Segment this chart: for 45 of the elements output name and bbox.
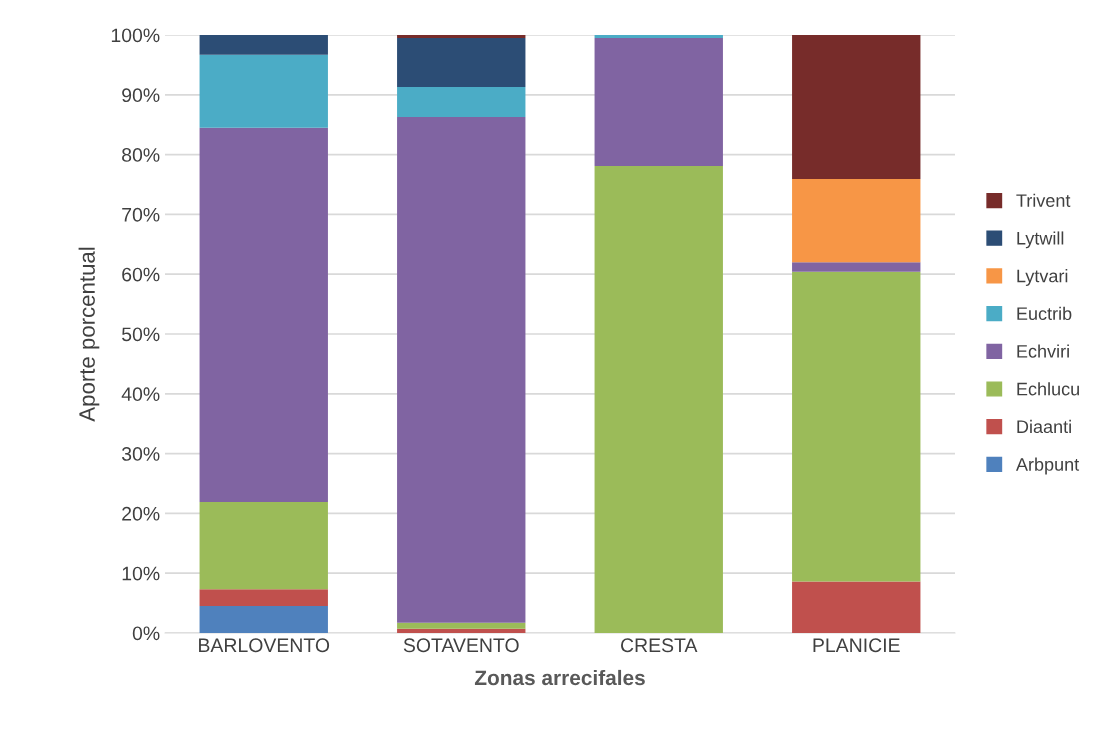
y-tick-label: 80% — [122, 148, 160, 162]
legend-label: Diaanti — [1017, 419, 1071, 434]
bar — [397, 37, 526, 88]
bar — [199, 606, 328, 633]
y-tick-label: 100% — [111, 28, 160, 43]
y-tick-label: 10% — [122, 566, 160, 581]
legend-label: Euctrib — [1017, 306, 1072, 321]
x-axis-title: Zonas arrecifales — [474, 669, 645, 686]
legend-label: Lytvari — [1017, 269, 1068, 286]
bar — [792, 581, 921, 633]
y-tick-label: 30% — [121, 447, 160, 461]
legend-label: Arbpunt — [1015, 457, 1080, 475]
bar — [199, 54, 328, 128]
bar — [397, 87, 526, 117]
bar — [792, 262, 921, 272]
y-tick-label: 60% — [122, 267, 160, 282]
x-tick-label: SOTAVENTO — [403, 638, 519, 653]
bar — [199, 589, 328, 607]
bar — [397, 116, 526, 623]
bar — [199, 127, 328, 503]
y-tick-label: 70% — [122, 207, 160, 222]
y-tick-label: 50% — [122, 327, 160, 342]
x-tick-label: PLANICIE — [813, 638, 900, 653]
bar — [397, 622, 526, 629]
bar — [199, 35, 328, 55]
bar — [594, 165, 723, 633]
x-tick-label: CRESTA — [621, 638, 698, 653]
bar — [397, 35, 526, 38]
y-tick-label: 0% — [132, 626, 160, 641]
legend-label: Trivent — [1016, 193, 1071, 207]
bar — [594, 37, 723, 166]
bar — [792, 35, 921, 180]
legend-label: Echlucu — [1017, 382, 1079, 396]
y-tick-label: 90% — [122, 88, 160, 103]
bar — [792, 179, 921, 263]
bar — [594, 35, 723, 38]
legend-label: Lytwill — [1017, 231, 1064, 249]
y-axis-title: Aporte porcentual — [78, 247, 100, 422]
legend-label: Echviri — [1017, 344, 1069, 358]
bar — [199, 502, 328, 590]
bar — [397, 628, 526, 633]
x-tick-label: BARLOVENTO — [199, 638, 330, 653]
y-tick-label: 40% — [121, 387, 160, 402]
y-tick-label: 20% — [122, 506, 160, 521]
bar — [792, 271, 921, 582]
